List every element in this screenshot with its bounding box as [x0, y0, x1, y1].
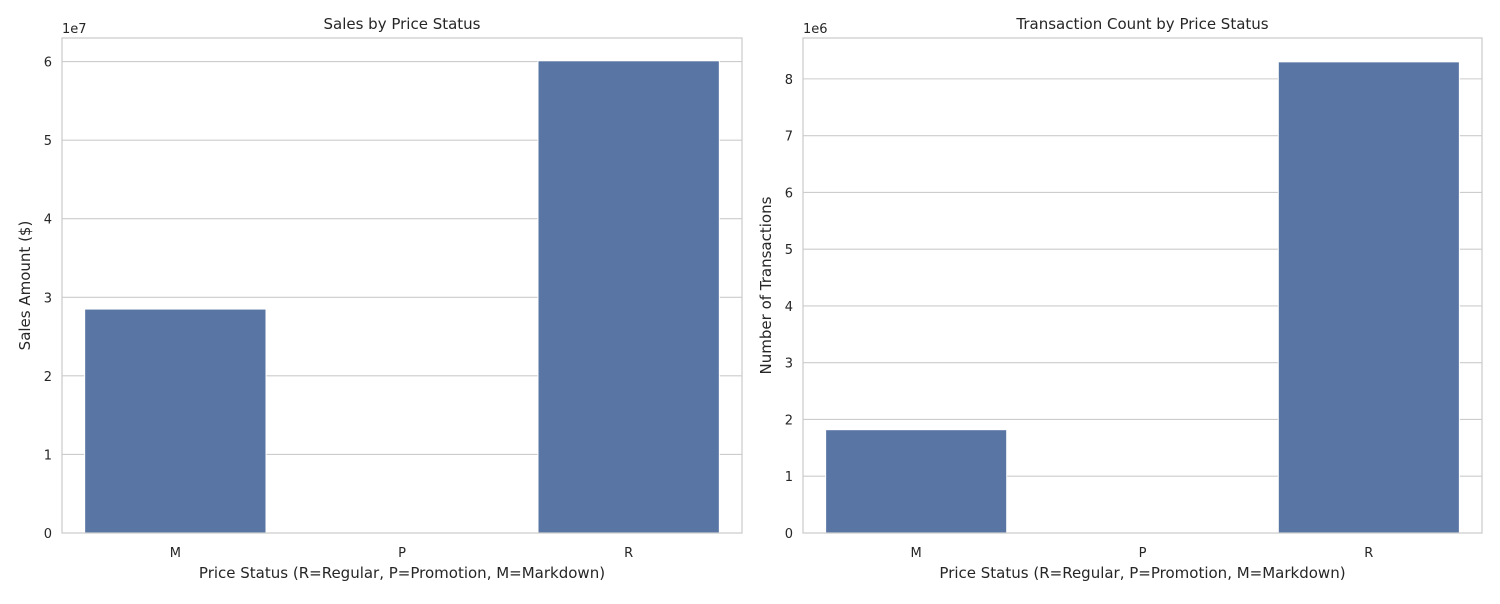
transactions-y-tick-label: 0 [785, 527, 793, 542]
transactions-axes-frame [802, 37, 1483, 534]
sales-y-tick-label: 6 [44, 56, 52, 71]
transactions-y-tick-label: 5 [785, 243, 793, 258]
sales-y-tick-label: 4 [44, 213, 52, 228]
transactions-chart-panel: 0 1 2 3 4 5 6 7 8 M P R Transaction Count by Price… [757, 15, 1483, 582]
sales-y-tick-label: 1 [44, 448, 52, 463]
transactions-bar-r [1277, 61, 1460, 534]
transactions-y-tick-label: 8 [785, 73, 793, 88]
sales-x-tick-label: M [170, 546, 181, 561]
sales-x-axis-label: Price Status (R=Regular, P=Promotion, M=… [199, 564, 605, 582]
transactions-y-tick-label: 4 [785, 300, 793, 315]
transactions-chart-title: Transaction Count by Price Status [1015, 15, 1268, 33]
transactions-x-tick-label: P [1139, 546, 1147, 561]
sales-y-tick-label: 5 [44, 134, 52, 149]
transactions-x-tick-label: R [1364, 546, 1373, 561]
sales-y-axis-label: Sales Amount ($) [16, 221, 34, 351]
transactions-y-axis-label: Number of Transactions [757, 196, 775, 374]
transactions-y-tick-label: 1 [785, 470, 793, 485]
transactions-y-tick-label: 7 [785, 130, 793, 145]
transactions-y-tick-label: 3 [785, 357, 793, 372]
transactions-x-tick-label: M [911, 546, 922, 561]
sales-y-tick-label: 3 [44, 291, 52, 306]
sales-bar-r [537, 60, 720, 534]
sales-chart-panel: 0 1 2 3 4 5 6 M P R Sales by Price Status Price … [16, 15, 743, 582]
sales-y-offset-label: 1e7 [62, 22, 87, 37]
sales-axes-frame [61, 37, 743, 534]
transactions-y-tick-label: 2 [785, 413, 793, 428]
sales-y-tick-label: 2 [44, 370, 52, 385]
transactions-y-tick-label: 6 [785, 186, 793, 201]
transactions-y-offset-label: 1e6 [803, 22, 828, 37]
transactions-bar-m [825, 429, 1008, 534]
sales-x-tick-label: P [398, 546, 406, 561]
transactions-x-axis-label: Price Status (R=Regular, P=Promotion, M=… [939, 564, 1345, 582]
sales-bar-m [84, 308, 267, 534]
sales-y-tick-label: 0 [44, 527, 52, 542]
sales-chart-title: Sales by Price Status [323, 15, 480, 33]
sales-x-tick-label: R [624, 546, 633, 561]
